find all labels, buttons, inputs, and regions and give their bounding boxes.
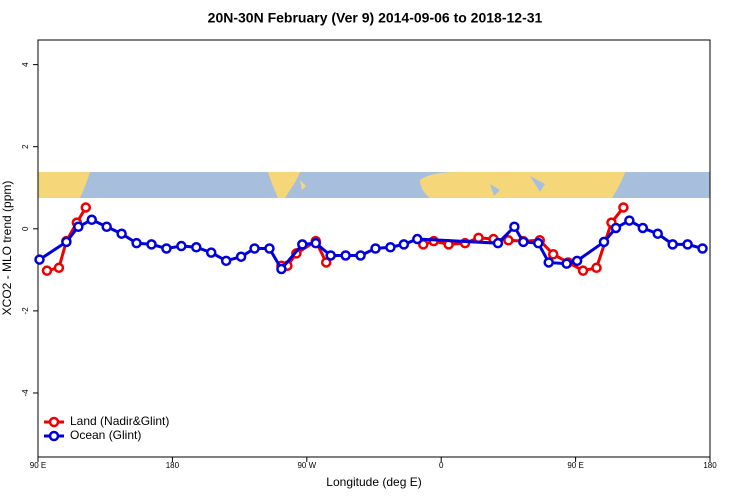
point — [340, 250, 351, 261]
point — [249, 243, 260, 254]
point — [624, 215, 635, 226]
y-tick-label: 4 — [21, 62, 30, 67]
point — [610, 222, 622, 234]
legend-marker — [48, 430, 60, 442]
chart-title: 20N-30N February (Ver 9) 2014-09-06 to 2… — [208, 10, 543, 26]
point — [355, 250, 366, 261]
point — [161, 243, 172, 254]
point — [310, 237, 322, 249]
y-axis-label: XCO2 - MLO trend (ppm) — [0, 181, 14, 316]
point — [276, 263, 287, 275]
point — [73, 221, 84, 232]
point — [297, 239, 308, 250]
x-tick-label: 180 — [703, 461, 717, 470]
point — [235, 251, 247, 262]
point — [61, 236, 72, 248]
point — [533, 237, 544, 249]
point — [220, 255, 232, 267]
point — [618, 202, 629, 213]
y-tick-label: -4 — [21, 389, 30, 397]
point — [543, 257, 554, 268]
point — [131, 237, 142, 249]
point — [86, 214, 98, 226]
point — [264, 243, 275, 254]
x-tick-label: 90 E — [567, 461, 583, 470]
point — [80, 202, 92, 213]
x-tick-label: 0 — [439, 461, 444, 470]
point — [682, 239, 693, 250]
x-tick-label: 90 W — [297, 461, 316, 470]
point — [637, 222, 649, 234]
point — [652, 228, 663, 239]
map-strip — [38, 172, 710, 198]
point — [370, 243, 381, 254]
point — [41, 265, 53, 276]
point — [34, 254, 45, 265]
point — [598, 236, 610, 248]
point — [591, 262, 602, 274]
y-tick-label: 0 — [21, 226, 30, 231]
point — [398, 239, 410, 250]
point — [697, 243, 708, 254]
legend-label: Ocean (Glint) — [70, 428, 141, 442]
x-tick-label: 180 — [166, 461, 180, 470]
legend-marker — [48, 416, 60, 428]
plot-frame — [37, 39, 711, 458]
point — [503, 235, 514, 246]
point — [320, 257, 332, 268]
point — [492, 237, 504, 249]
point — [205, 247, 217, 258]
point — [561, 258, 572, 269]
point — [176, 240, 187, 252]
y-tick-label: 2 — [21, 144, 30, 149]
point — [667, 239, 678, 250]
y-tick-label: -2 — [21, 307, 30, 315]
legend-label: Land (Nadir&Glint) — [70, 414, 169, 428]
x-tick-label: 90 E — [30, 461, 46, 470]
point — [577, 265, 589, 276]
point — [101, 221, 112, 232]
point — [191, 242, 202, 253]
point — [518, 236, 529, 248]
point — [53, 262, 65, 274]
x-axis-label: Longitude (deg E) — [326, 475, 421, 489]
point — [385, 242, 396, 253]
point — [325, 250, 336, 261]
point — [412, 233, 423, 245]
point — [116, 228, 127, 239]
point — [571, 255, 583, 267]
point — [509, 221, 520, 232]
point — [547, 248, 559, 260]
point — [146, 239, 157, 250]
